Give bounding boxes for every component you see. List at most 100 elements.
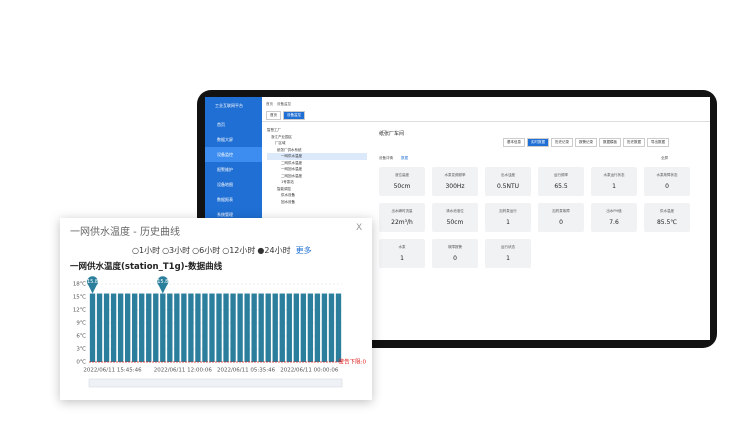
card-label: 出水浊度	[501, 173, 515, 177]
x-tick-label: 2022/06/11 00:00:06	[280, 368, 339, 374]
y-tick-label: 15℃	[73, 294, 86, 301]
range-options: ○1小时 ○3小时 ○6小时 ○12小时 ●24小时 更多	[132, 245, 312, 256]
sub-tab[interactable]: 数据	[401, 156, 408, 160]
bar	[195, 293, 201, 362]
y-tick-label: 6℃	[76, 333, 86, 340]
tree-node[interactable]: 浙江产业园区	[271, 134, 292, 139]
range-option[interactable]: ○12小时	[222, 246, 256, 255]
panel-tabs: 基本信息 实时数据 历史记录 报警记录 数据模板 历史数据 导出数据	[503, 128, 671, 147]
panel-tab[interactable]: 报警记录	[575, 138, 597, 147]
chart: 0℃ 3℃ 6℃ 9℃ 12℃ 15℃ 18℃ 2022/06/11 15:45:46 15.8…	[73, 276, 366, 388]
tree-node[interactable]: 供水设备	[281, 193, 295, 197]
bar	[237, 293, 243, 362]
bar	[279, 293, 285, 362]
bar	[300, 293, 307, 362]
tree-node[interactable]: 厂区域	[275, 141, 286, 145]
bar	[146, 293, 152, 362]
popup-title: 一网供水温度 - 历史曲线	[70, 227, 180, 238]
card-label: 清水池液位	[446, 209, 464, 213]
data-card: 出水浊度 0.5NTU	[485, 167, 531, 196]
menu-item[interactable]: 首页	[217, 122, 225, 127]
card-label: 出水瞬时流量	[391, 209, 413, 213]
menu-item[interactable]: 报警维护	[217, 167, 233, 172]
data-card: 加药泵运行 1	[485, 203, 531, 232]
bar	[139, 293, 145, 362]
bar	[251, 293, 257, 362]
tab[interactable]: 设备监控	[283, 111, 305, 120]
x-tick-label: 2022/06/11 12:00:06	[154, 368, 213, 374]
menu-item[interactable]: 设备监控	[205, 147, 262, 162]
sub-tab[interactable]: 设备详情	[379, 156, 393, 160]
menu-item[interactable]: 数据大屏	[217, 137, 233, 142]
tree-node[interactable]: 智能调控	[277, 186, 291, 191]
card-value: 22m³/h	[391, 219, 413, 226]
menu-item[interactable]: 系统管理	[217, 212, 233, 217]
card-label: 液位高度	[395, 173, 409, 177]
card-value: 85.5℃	[656, 219, 678, 226]
bar	[223, 293, 229, 362]
tree-node[interactable]: 一网回水温度	[281, 167, 302, 171]
tree-node[interactable]: 一网供水温度	[267, 153, 367, 160]
card-value: 0	[665, 183, 669, 190]
menu: 首页数据大屏设备监控报警维护设备地图数据报表系统管理	[205, 117, 262, 222]
panel-tab[interactable]: 导出数据	[647, 138, 669, 147]
close-button[interactable]: X	[356, 223, 363, 233]
card-label: 供水温度	[660, 209, 674, 213]
bar	[188, 293, 194, 362]
card-value: 50cm	[446, 219, 464, 226]
y-tick-label: 0℃	[76, 359, 86, 366]
bar	[272, 293, 278, 362]
bar	[335, 293, 342, 362]
card-label: 故障报警	[448, 245, 462, 249]
card-label: 水泵变频频率	[444, 173, 466, 177]
card-label: 加药泵故障	[552, 209, 570, 213]
popup: 一网供水温度 - 历史曲线 X ○1小时 ○3小时 ○6小时 ○12小时 ●24小时 更多…	[60, 218, 372, 400]
card-value: 1	[506, 255, 510, 262]
tab[interactable]: 首页	[266, 111, 281, 120]
breadcrumb-item: 首页	[266, 102, 273, 106]
marker-pin	[157, 276, 169, 294]
data-card: 出水PH值 7.6	[591, 203, 637, 232]
range-option[interactable]: ○3小时	[162, 246, 191, 255]
range-option[interactable]: ○1小时	[132, 246, 161, 255]
y-tick-label: 18℃	[73, 281, 86, 288]
tree-node[interactable]: 二网回水温度	[281, 173, 302, 178]
range-option[interactable]: ●24小时	[257, 246, 291, 255]
card-label: 水泵	[398, 245, 406, 249]
bar	[167, 293, 173, 362]
data-card: 运行频率 65.5	[538, 167, 584, 196]
card-value: 50cm	[393, 183, 411, 190]
view-label: 全屏	[661, 156, 668, 160]
tree-node[interactable]: 回水设备	[281, 199, 295, 204]
tree-node[interactable]: 1号泵站	[281, 180, 294, 184]
panel-tab[interactable]: 实时数据	[527, 138, 549, 147]
bar	[244, 293, 250, 362]
card-label: 加药泵运行	[499, 209, 517, 213]
panel-tab[interactable]: 数据模板	[599, 138, 621, 147]
data-card: 出水瞬时流量 22m³/h	[379, 203, 425, 232]
tree-node[interactable]: 纸张厂供水系统	[277, 147, 302, 152]
card-value: 65.5	[554, 183, 568, 190]
bar	[307, 293, 314, 362]
bar	[321, 293, 328, 362]
panel-tab[interactable]: 基本信息	[503, 138, 525, 147]
menu-item[interactable]: 数据报表	[217, 197, 233, 202]
bar	[153, 293, 159, 362]
tree-node[interactable]: 智慧工厂	[267, 128, 281, 132]
data-card: 故障报警 0	[432, 239, 478, 268]
panel-tab[interactable]: 历史数据	[623, 138, 645, 147]
range-option[interactable]: ○6小时	[192, 246, 221, 255]
bar	[202, 293, 208, 362]
menu-item[interactable]: 设备地图	[217, 182, 233, 187]
panel-tab[interactable]: 历史记录	[551, 138, 573, 147]
data-label: 15.8	[157, 279, 168, 285]
bar	[110, 293, 117, 362]
bar	[314, 293, 321, 362]
breadcrumb: 首页 设备监控	[262, 97, 710, 107]
tree-node[interactable]: 二网供水温度	[281, 160, 302, 165]
bar	[174, 293, 180, 362]
card-value: 1	[612, 183, 616, 190]
zoom-slider[interactable]	[88, 378, 343, 388]
more-link[interactable]: 更多	[295, 246, 312, 255]
